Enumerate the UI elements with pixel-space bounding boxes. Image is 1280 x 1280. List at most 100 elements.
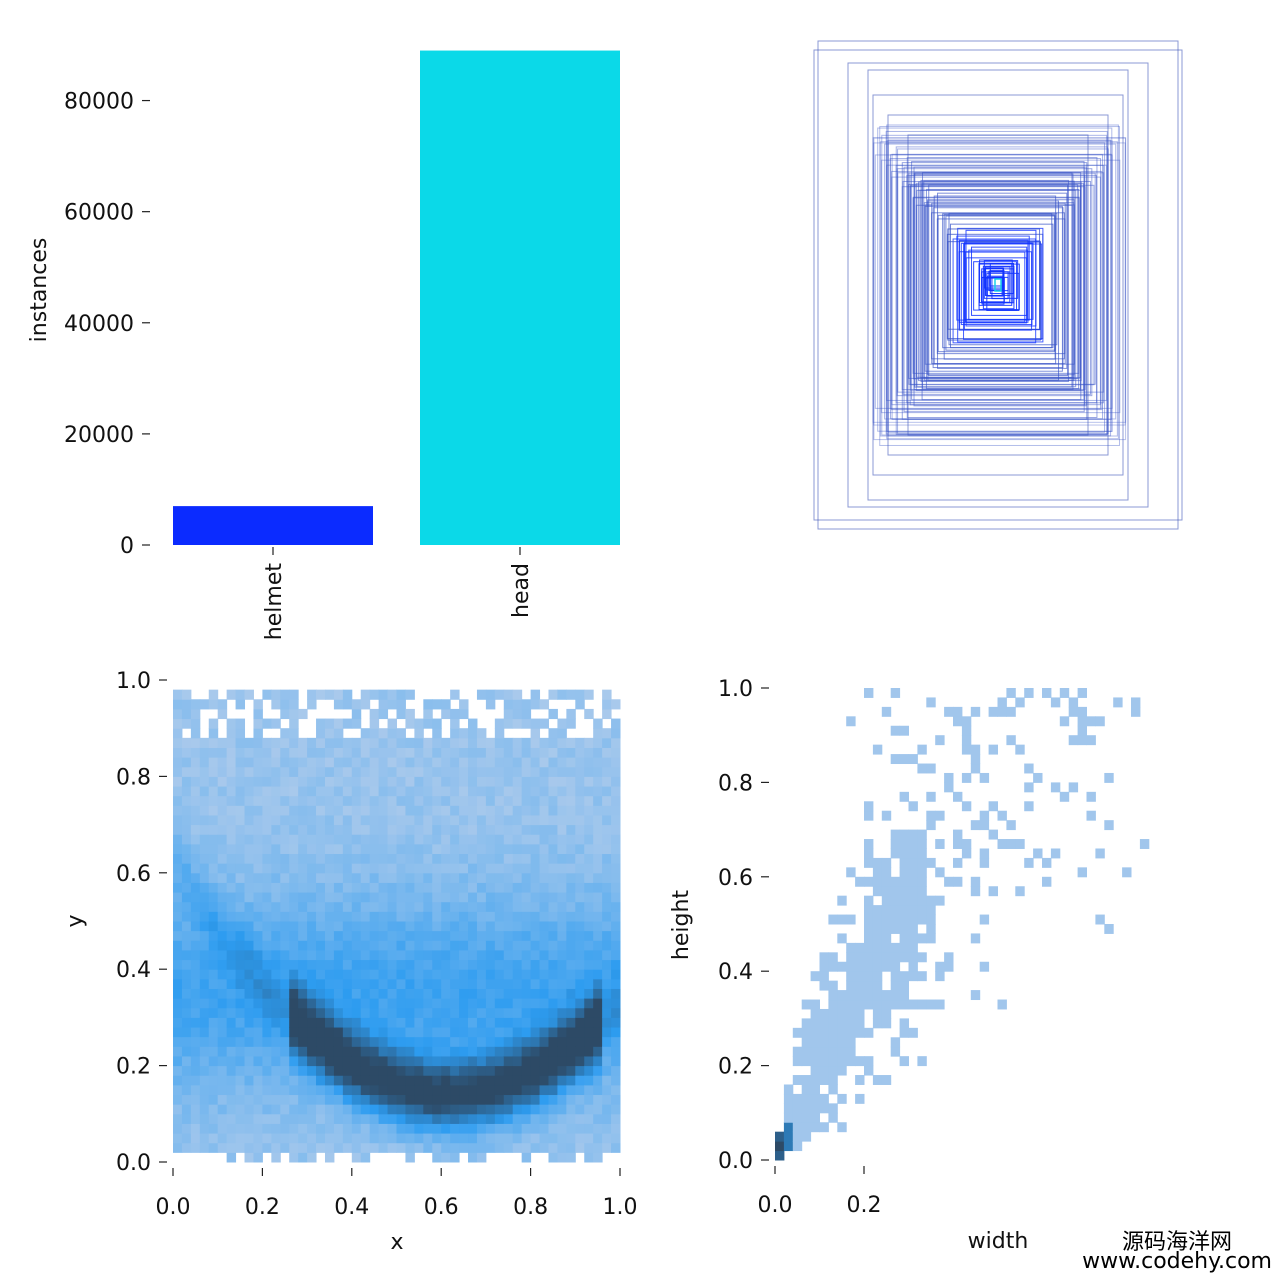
heatmap-cell — [997, 839, 1007, 849]
heatmap-cell — [503, 940, 514, 951]
heatmap-cell — [485, 795, 496, 806]
heatmap-cell — [819, 1046, 829, 1057]
heatmap-cell — [396, 1133, 406, 1144]
heatmap-cell — [432, 776, 442, 787]
heatmap-cell — [476, 969, 487, 980]
heatmap-cell — [280, 1084, 290, 1096]
heatmap-cell — [289, 843, 299, 855]
heatmap-cell — [351, 911, 362, 922]
heatmap-cell — [289, 872, 299, 883]
heatmap-cell — [566, 843, 576, 855]
heatmap-cell — [199, 766, 210, 777]
heatmap-cell — [181, 998, 192, 1009]
heatmap-cell — [566, 805, 576, 816]
heatmap-cell — [173, 940, 183, 951]
heatmap-cell — [476, 930, 487, 941]
heatmap-cell — [494, 1133, 505, 1144]
heatmap-cell — [190, 718, 201, 729]
heatmap-cell — [881, 961, 892, 972]
heatmap-cell — [289, 853, 299, 864]
heatmap-cell — [575, 824, 585, 835]
heatmap-cell — [387, 747, 397, 758]
heatmap-cell — [414, 882, 424, 893]
heatmap-cell — [1077, 716, 1087, 727]
heatmap-cell — [1086, 716, 1096, 727]
heatmap-cell — [557, 1075, 567, 1086]
heatmap-cell — [521, 834, 532, 845]
heatmap-cell — [584, 689, 594, 700]
heatmap-cell — [432, 911, 442, 922]
heatmap-cell — [557, 882, 567, 893]
heatmap-cell — [503, 1104, 514, 1115]
heatmap-cell — [342, 1123, 353, 1134]
heatmap-cell — [262, 998, 272, 1009]
heatmap-cell — [899, 999, 909, 1010]
heatmap-cell — [190, 814, 201, 826]
heatmap-cell — [953, 857, 963, 868]
heatmap-cell — [450, 747, 460, 758]
heatmap-cell — [512, 872, 523, 883]
heatmap-cell — [476, 1123, 487, 1134]
heatmap-cell — [602, 805, 612, 816]
heatmap-cell — [881, 990, 892, 1001]
heatmap-cell — [351, 757, 362, 768]
heatmap-cell — [351, 776, 362, 787]
heatmap-cell — [872, 924, 883, 934]
heatmap-cell — [575, 853, 585, 864]
heatmap-cell — [235, 699, 246, 710]
heatmap-cell — [173, 1104, 183, 1115]
heatmap-cell — [181, 757, 192, 768]
heatmap-cell — [253, 1123, 263, 1134]
heatmap-cell — [396, 911, 406, 922]
heatmap-cell — [405, 1084, 415, 1096]
heatmap-cell — [881, 1008, 892, 1019]
box-outline — [964, 242, 1034, 320]
heatmap-cell — [414, 1046, 424, 1057]
heatmap-cell — [199, 805, 210, 816]
heatmap-cell — [485, 843, 496, 855]
heatmap-cell — [441, 699, 451, 710]
heatmap-cell — [611, 892, 621, 903]
heatmap-cell — [530, 1113, 541, 1124]
heatmap-cell — [521, 786, 532, 797]
heatmap-cell — [837, 1122, 847, 1133]
heatmap-cell — [226, 834, 237, 845]
heatmap-cell — [271, 1084, 281, 1096]
heatmap-cell — [602, 699, 612, 710]
heatmap-cell — [190, 930, 201, 941]
heatmap-cell — [459, 901, 469, 912]
heatmap-cell — [271, 911, 281, 922]
heatmap-cell — [271, 892, 281, 903]
heatmap-cell — [369, 1075, 380, 1086]
heatmap-cell — [262, 892, 272, 903]
heatmap-cell — [432, 940, 442, 951]
heatmap-cell — [539, 1075, 549, 1086]
heatmap-cell — [539, 1113, 549, 1124]
heatmap-cell — [226, 1123, 237, 1134]
heatmap-cell — [387, 959, 397, 970]
heatmap-cell — [441, 1075, 451, 1086]
heatmap-cell — [593, 911, 603, 922]
heatmap-cell — [503, 988, 514, 999]
y-tick-label: 0.8 — [116, 765, 151, 790]
heatmap-cell — [476, 1046, 487, 1057]
heatmap-cell — [432, 988, 442, 999]
x-tick-label: 0.0 — [758, 1193, 793, 1218]
heatmap-cell — [244, 978, 254, 989]
heatmap-cell — [333, 863, 344, 874]
heatmap-cell — [351, 737, 362, 748]
heatmap-cell — [494, 1094, 505, 1105]
heatmap-cell — [441, 930, 451, 941]
heatmap-cell — [208, 814, 219, 826]
heatmap-cell — [369, 708, 380, 720]
heatmap-cell — [988, 886, 998, 897]
heatmap-cell — [521, 872, 532, 883]
heatmap-cell — [979, 961, 990, 972]
heatmap-cell — [530, 1142, 541, 1153]
heatmap-cell — [450, 1027, 460, 1038]
heatmap-cell — [244, 1094, 254, 1105]
heatmap-cell — [298, 747, 308, 758]
heatmap-cell — [387, 1007, 397, 1018]
heatmap-cell — [342, 1007, 353, 1018]
heatmap-cell — [476, 1142, 487, 1153]
